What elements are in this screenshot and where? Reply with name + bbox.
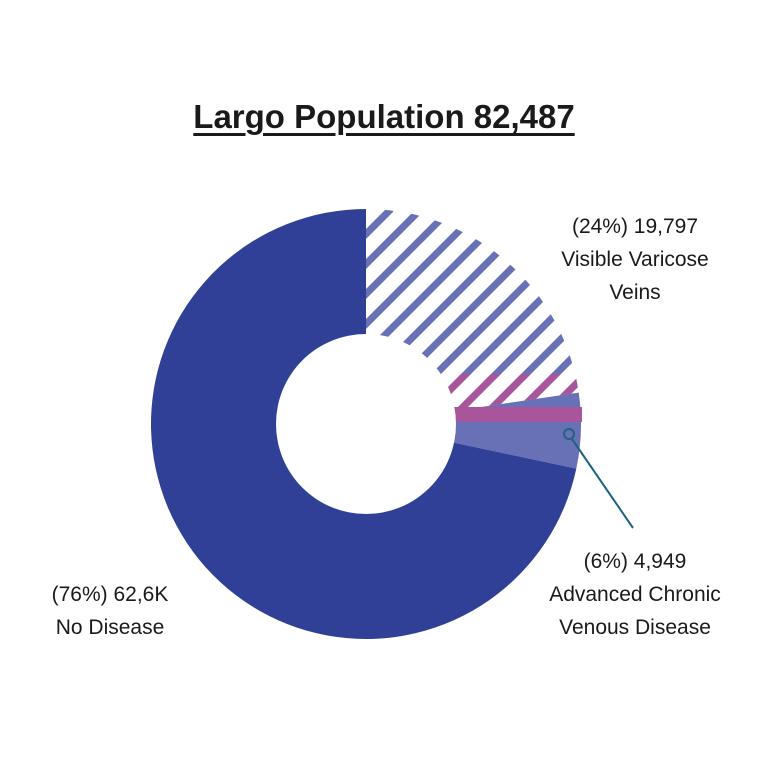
slice-label-name: No Disease (55, 616, 165, 639)
slice-label-visible-varicose-veins: (24%) 19,797 Visible Varicose Veins (520, 210, 750, 309)
hatch-line (0, 209, 151, 639)
highlight-band (446, 407, 582, 422)
slice-label-advanced-chronic-venous-disease: (6%) 4,949 Advanced Chronic Venous Disea… (520, 545, 750, 644)
hatch-line (366, 209, 454, 424)
slice-label-name: Visible Varicose (561, 248, 709, 271)
slice-label-value: (24%) 19,797 (571, 215, 699, 238)
hatch-line (366, 209, 544, 424)
slice-label-value: (6%) 4,949 (583, 550, 687, 573)
slice-label-no-disease: (76%) 62,6K No Disease (10, 578, 210, 644)
hatch-line (366, 209, 514, 424)
hatch-line (366, 209, 574, 424)
chart-title: Largo Population 82,487 (193, 98, 575, 135)
hatch-line (366, 209, 484, 424)
slice-label-name-cont: Venous Disease (559, 616, 711, 639)
leader-line (571, 438, 634, 529)
hatch-line-highlight (0, 209, 151, 639)
slice-label-value: (76%) 62,6K (51, 583, 169, 606)
slice-label-name: Advanced Chronic (549, 583, 721, 606)
leader-dot (563, 428, 575, 440)
slice-label-name-cont: Veins (609, 281, 661, 304)
donut-hole (276, 334, 456, 514)
